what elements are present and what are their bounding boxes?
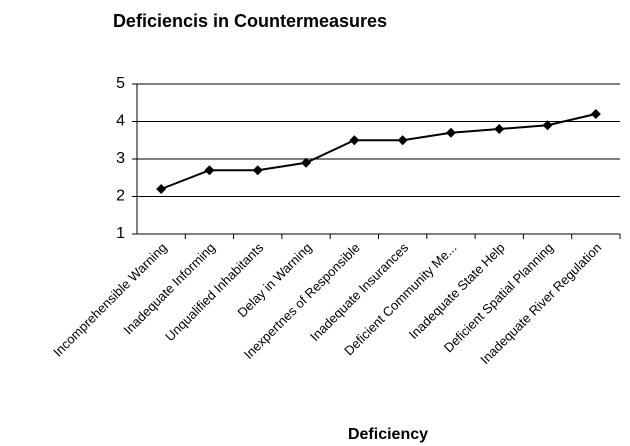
marker: [494, 124, 505, 134]
marker: [156, 184, 167, 194]
x-tick-label: Inadequate State Help: [406, 240, 508, 342]
marker: [445, 127, 456, 138]
marker: [349, 135, 360, 146]
x-axis-label: Deficiency: [348, 426, 428, 443]
marker: [590, 109, 601, 119]
marker: [252, 165, 263, 176]
marker: [542, 120, 553, 131]
y-tick-label: 4: [116, 113, 125, 130]
y-tick-label: 1: [116, 225, 125, 242]
chart-title: Deficiencis in Countermeasures: [113, 11, 387, 31]
y-tick-label: 5: [116, 75, 125, 92]
y-tick-label: 2: [116, 188, 125, 205]
y-tick-label: 3: [116, 150, 125, 167]
x-tick-label: Inadequate Informing: [121, 240, 218, 337]
marker: [204, 165, 215, 176]
marker: [301, 157, 312, 168]
line: [160, 113, 597, 190]
marker: [397, 135, 408, 146]
